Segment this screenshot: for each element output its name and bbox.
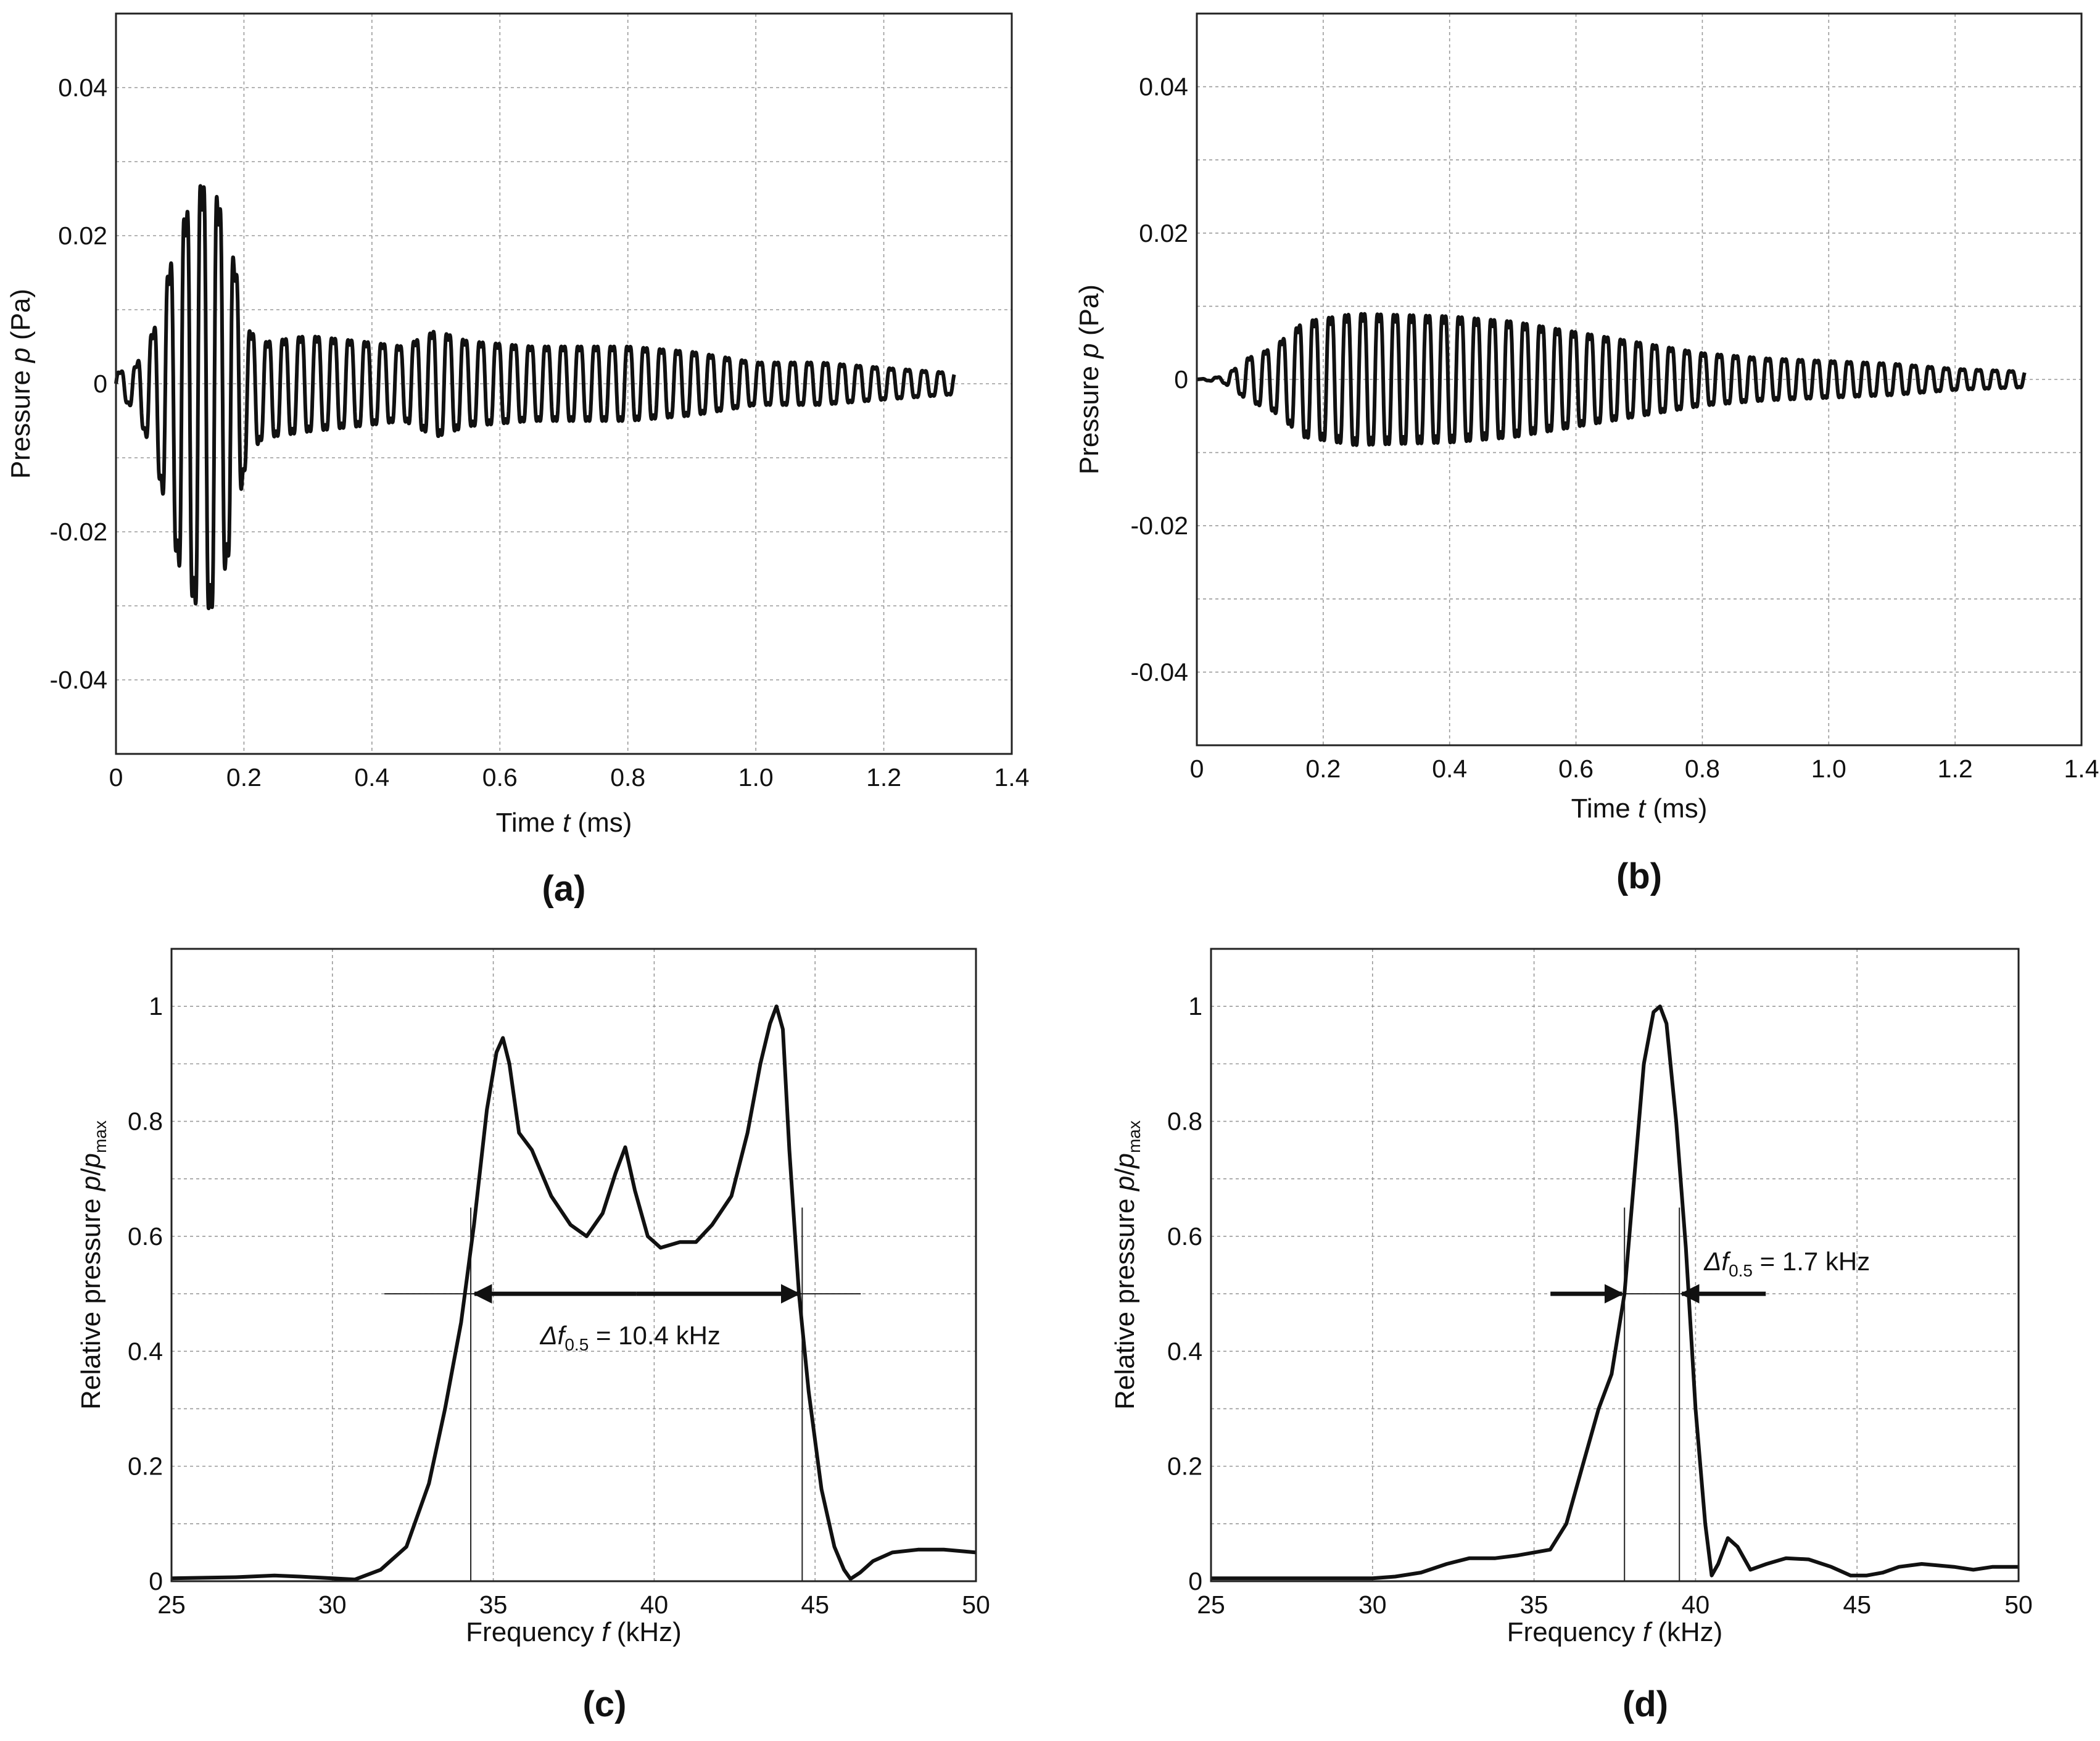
- x-axis-label-d: Frequency f (kHz): [1507, 1617, 1723, 1647]
- plot-frame-c: [170, 948, 977, 1582]
- pressure-signal-line-b: [1195, 312, 2027, 447]
- x-tick-label: 45: [801, 1590, 829, 1619]
- chart-panel-b: 0 0.2 0.4 0.6 0.8 1.0 1.2 1.4 -0.04 -0.02 0 0.02 0.0…: [1074, 12, 2099, 896]
- y-tick-label: -0.04: [50, 666, 107, 694]
- y-axis-label-d: Relative pressure p/pmax: [1110, 1120, 1144, 1410]
- y-tick-label: 0.2: [1167, 1452, 1202, 1481]
- x-tick-label: 50: [2004, 1590, 2033, 1619]
- y-axis-label-b: Pressure p (Pa): [1074, 284, 1104, 474]
- panel-label-a: (a): [542, 869, 586, 909]
- x-tick-label: 1.0: [738, 763, 774, 792]
- y-tick-label: 0: [1188, 1567, 1202, 1595]
- x-tick-label: 45: [1843, 1590, 1871, 1619]
- y-tick-label: -0.04: [1131, 658, 1188, 686]
- y-tick-label: 0.04: [1139, 73, 1188, 101]
- y-tick-label: 1: [149, 992, 163, 1020]
- x-tick-label: 0.6: [482, 763, 518, 792]
- y-tick-label: -0.02: [1131, 511, 1188, 540]
- panel-label-c: (c): [583, 1684, 627, 1724]
- x-tick-label: 0.4: [1432, 755, 1467, 783]
- x-tick-label: 25: [157, 1590, 186, 1619]
- y-tick-label: 0.6: [128, 1222, 163, 1251]
- x-tick-label: 35: [479, 1590, 508, 1619]
- y-tick-label: 0.04: [58, 73, 107, 102]
- x-tick-label: 35: [1520, 1590, 1548, 1619]
- y-tick-label: 0.8: [128, 1107, 163, 1136]
- plot-frame-d: [1210, 948, 2020, 1582]
- x-tick-label: 25: [1197, 1590, 1225, 1619]
- x-tick-label: 1.4: [2064, 755, 2099, 783]
- y-tick-label: 0: [1174, 365, 1188, 394]
- half-width-label: Δf0.5 = 10.4 kHz: [540, 1321, 721, 1354]
- y-tick-label: 0.6: [1167, 1222, 1202, 1251]
- x-tick-label: 1.2: [1938, 755, 1973, 783]
- plot-frame-b: [1196, 12, 2083, 746]
- y-tick-label: 0.4: [128, 1337, 163, 1365]
- x-tick-label: 0.2: [226, 763, 262, 792]
- x-axis-label-b: Time t (ms): [1571, 793, 1708, 824]
- y-tick-label: 0: [93, 370, 107, 398]
- chart-panel-a: 0 0.2 0.4 0.6 0.8 1.0 1.2 1.4 -0.04 -0.02 0 0.02 0.0…: [6, 12, 1030, 909]
- y-tick-label: -0.02: [50, 518, 107, 546]
- x-axis-label-a: Time t (ms): [496, 808, 632, 838]
- x-axis-label-c: Frequency f (kHz): [466, 1617, 682, 1647]
- panel-label-b: (b): [1616, 856, 1662, 896]
- y-tick-label: 1: [1188, 992, 1202, 1020]
- x-tick-label: 40: [1682, 1590, 1710, 1619]
- y-tick-label: 0.02: [1139, 219, 1188, 247]
- y-axis-label-c: Relative pressure p/pmax: [76, 1120, 110, 1410]
- x-tick-label: 0.8: [1685, 755, 1720, 783]
- panel-label-d: (d): [1623, 1684, 1668, 1724]
- y-tick-label: 0: [149, 1567, 163, 1595]
- x-tick-label: 1.0: [1811, 755, 1846, 783]
- y-axis-label-a: Pressure p (Pa): [6, 289, 36, 479]
- chart-panel-d: Δf0.5 = 1.7 kHz 25 30 35 40 45 50 0 0.2 0.4 0.6 0.…: [1110, 948, 2033, 1724]
- half-width-label: Δf0.5 = 1.7 kHz: [1703, 1247, 1870, 1280]
- x-tick-label: 1.4: [994, 763, 1030, 792]
- x-tick-label: 0.6: [1558, 755, 1594, 783]
- plot-frame-a: [115, 12, 1013, 755]
- spectrum-line-c: [171, 1004, 977, 1582]
- x-tick-label: 50: [962, 1590, 990, 1619]
- y-tick-label: 0.4: [1167, 1337, 1202, 1365]
- x-tick-label: 0: [109, 763, 123, 792]
- x-tick-label: 1.2: [866, 763, 901, 792]
- x-tick-label: 0.4: [354, 763, 389, 792]
- y-tick-label: 0.8: [1167, 1107, 1202, 1136]
- y-tick-label: 0.02: [58, 221, 107, 250]
- x-tick-label: 30: [1358, 1590, 1387, 1619]
- x-tick-label: 0.2: [1305, 755, 1341, 783]
- y-tick-label: 0.2: [128, 1452, 163, 1481]
- x-tick-label: 30: [318, 1590, 347, 1619]
- chart-panel-c: Δf0.5 = 10.4 kHz 25 30 35 40 45 50 0 0.2 0.4 0.6 0…: [76, 948, 990, 1724]
- x-tick-label: 40: [640, 1590, 669, 1619]
- pressure-signal-line-a: [114, 184, 956, 611]
- x-tick-label: 0.8: [610, 763, 645, 792]
- spectrum-line-d: [1211, 1004, 2019, 1581]
- x-tick-label: 0: [1190, 755, 1204, 783]
